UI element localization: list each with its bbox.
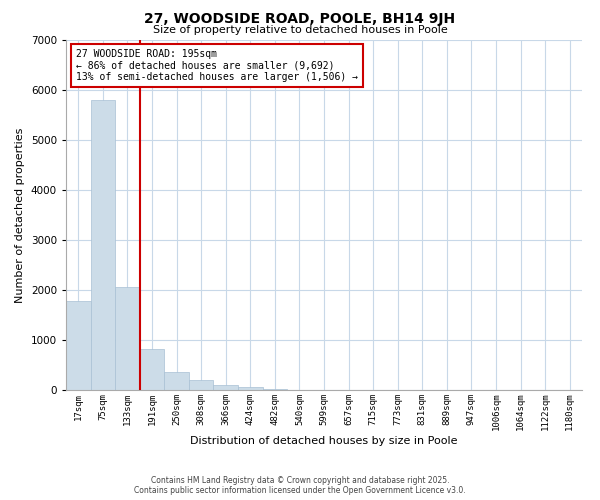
X-axis label: Distribution of detached houses by size in Poole: Distribution of detached houses by size …	[190, 436, 458, 446]
Text: Size of property relative to detached houses in Poole: Size of property relative to detached ho…	[152, 25, 448, 35]
Bar	[66, 301, 91, 390]
Text: Contains HM Land Registry data © Crown copyright and database right 2025.: Contains HM Land Registry data © Crown c…	[151, 476, 449, 485]
Bar	[189, 380, 214, 390]
Bar	[263, 388, 287, 390]
Bar	[91, 100, 115, 390]
Bar	[140, 348, 164, 390]
Text: Contains public sector information licensed under the Open Government Licence v3: Contains public sector information licen…	[134, 486, 466, 495]
Y-axis label: Number of detached properties: Number of detached properties	[15, 128, 25, 302]
Bar	[214, 385, 238, 390]
Bar	[115, 286, 140, 390]
Bar	[238, 386, 263, 390]
Text: 27, WOODSIDE ROAD, POOLE, BH14 9JH: 27, WOODSIDE ROAD, POOLE, BH14 9JH	[145, 12, 455, 26]
Text: 27 WOODSIDE ROAD: 195sqm
← 86% of detached houses are smaller (9,692)
13% of sem: 27 WOODSIDE ROAD: 195sqm ← 86% of detach…	[76, 49, 358, 82]
Bar	[164, 372, 189, 390]
